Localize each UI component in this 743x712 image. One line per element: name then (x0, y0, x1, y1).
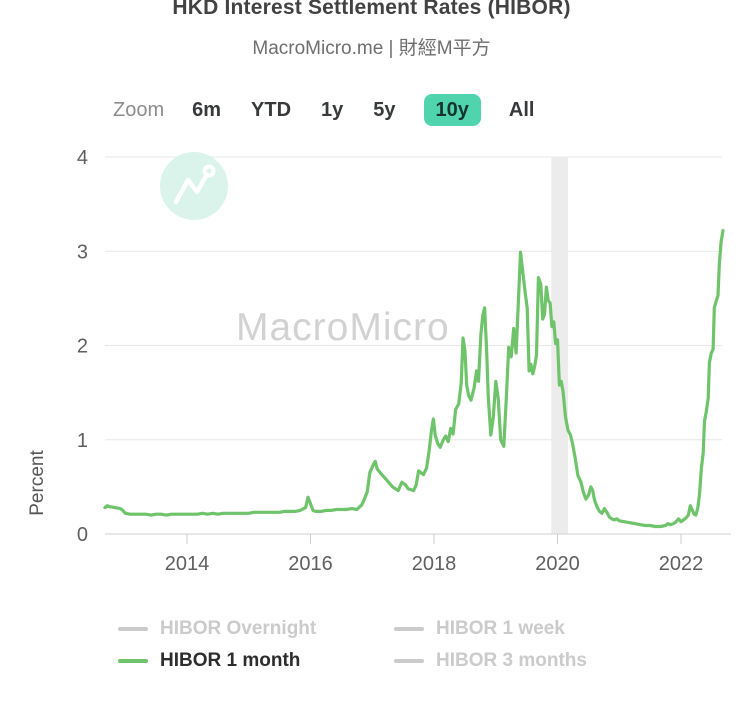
range-selector: Zoom 6m YTD 1y 5y 10y All (113, 94, 536, 126)
legend-marker-hibor-1-week (394, 626, 424, 631)
range-button-all[interactable]: All (507, 94, 537, 126)
range-button-10y[interactable]: 10y (423, 94, 481, 126)
legend-item-hibor-3-months[interactable]: HIBOR 3 months (394, 648, 587, 673)
x-tick-label-2020: 2020 (535, 553, 580, 575)
y-tick-label-1: 1 (77, 430, 88, 452)
recession-band (551, 157, 568, 534)
legend-item-hibor-overnight[interactable]: HIBOR Overnight (118, 616, 394, 641)
legend-marker-hibor-overnight (118, 626, 148, 631)
page-subtitle: MacroMicro.me | 財經M平方 (252, 38, 491, 59)
x-tick-label-2022: 2022 (659, 553, 704, 575)
macromicro-logo-icon (160, 152, 228, 220)
legend-label: HIBOR 3 months (436, 649, 587, 671)
series-line-hibor-1-month[interactable] (103, 228, 725, 529)
legend-marker-hibor-1-month (118, 658, 148, 663)
y-tick-label-2: 2 (77, 336, 88, 358)
chart-area: 0 1 2 3 4 2014 2016 2018 2020 2022 MacroMicro Pe… (0, 140, 743, 610)
chart-canvas[interactable]: 0 1 2 3 4 2014 2016 2018 2020 2022 (0, 140, 743, 610)
y-tick-label-4: 4 (77, 147, 88, 169)
legend-item-hibor-1-month[interactable]: HIBOR 1 month (118, 648, 394, 673)
zoom-label: Zoom (113, 98, 165, 121)
legend-label: HIBOR 1 week (436, 617, 565, 639)
y-tick-label-3: 3 (77, 241, 88, 263)
range-button-ytd[interactable]: YTD (249, 94, 293, 126)
legend-item-hibor-1-week[interactable]: HIBOR 1 week (394, 616, 587, 641)
legend-label: HIBOR 1 month (160, 649, 301, 671)
range-button-5y[interactable]: 5y (371, 94, 397, 126)
legend-marker-hibor-3-months (394, 658, 424, 663)
range-button-1y[interactable]: 1y (319, 94, 345, 126)
y-axis-title: Percent (27, 450, 48, 516)
y-tick-label-0: 0 (77, 524, 88, 546)
x-tick-label-2014: 2014 (165, 553, 210, 575)
legend-label: HIBOR Overnight (160, 617, 317, 639)
x-tick-label-2016: 2016 (288, 553, 333, 575)
legend: HIBOR Overnight HIBOR 1 week HIBOR 1 month… (118, 616, 587, 673)
range-button-6m[interactable]: 6m (190, 94, 223, 126)
x-tick-label-2018: 2018 (412, 553, 457, 575)
page-title: HKD Interest Settlement Rates (HIBOR) (172, 0, 571, 19)
watermark-text: MacroMicro (236, 306, 450, 349)
